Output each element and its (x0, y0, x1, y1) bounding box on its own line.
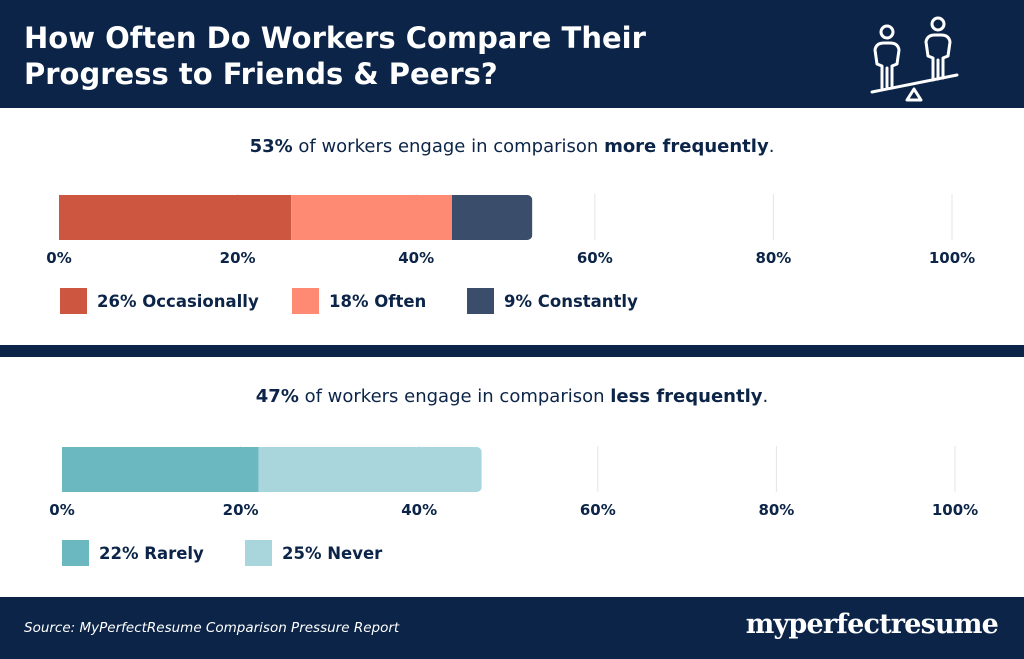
headline-less-frequently: 47% of workers engage in comparison less… (0, 386, 1024, 407)
headline-percent: 53% (249, 136, 293, 157)
legend-label: 25% Never (282, 544, 383, 563)
legend-swatch-occasionally (60, 288, 87, 314)
brand-logo: myperfectresume (745, 609, 999, 640)
headline-more-frequently: 53% of workers engage in comparison more… (0, 136, 1024, 157)
headline-end: . (768, 136, 775, 157)
headline-end: . (762, 386, 769, 407)
headline-emphasis: less frequently (610, 386, 763, 407)
headline-text: of workers engage in comparison (298, 386, 611, 407)
section-divider (0, 345, 1024, 357)
legend-swatch-rarely (62, 540, 89, 566)
source-note: Source: MyPerfectResume Comparison Press… (24, 620, 400, 636)
tick-label: 20% (220, 249, 256, 267)
tick-label: 20% (223, 501, 259, 519)
tick-label: 60% (580, 501, 616, 519)
tick-label: 100% (929, 249, 975, 267)
legend-label: 26% Occasionally (97, 292, 259, 311)
footer: Source: MyPerfectResume Comparison Press… (0, 597, 1024, 659)
legend-label: 9% Constantly (504, 292, 638, 311)
bar-segment-constantly (451, 195, 533, 240)
legend-swatch-constantly (467, 288, 494, 314)
bar-segment-often (291, 195, 452, 240)
bar-segment-occasionally (59, 195, 292, 240)
seesaw-people-icon (870, 16, 959, 102)
chart-more-frequently: 0% 20% 40% 60% 80% 100% 26% Occasionally 18% Of… (46, 194, 975, 314)
chart-less-frequently: 0% 20% 40% 60% 80% 100% 22% Rarely 25% Never (49, 446, 978, 566)
tick-label: 80% (758, 501, 794, 519)
legend-swatch-never (245, 540, 272, 566)
tick-label: 40% (401, 501, 437, 519)
header: How Often Do Workers Compare Their Progr… (0, 0, 1024, 108)
bar-segment-rarely (62, 447, 259, 492)
tick-label: 60% (577, 249, 613, 267)
tick-label: 0% (49, 501, 74, 519)
legend-label: 18% Often (329, 292, 426, 311)
legend-swatch-often (292, 288, 319, 314)
tick-label: 80% (755, 249, 791, 267)
tick-label: 40% (398, 249, 434, 267)
headline-emphasis: more frequently (604, 136, 769, 157)
bar-segment-never (258, 447, 482, 492)
headline-percent: 47% (255, 386, 299, 407)
tick-label: 0% (46, 249, 71, 267)
tick-label: 100% (932, 501, 978, 519)
headline-text: of workers engage in comparison (292, 136, 605, 157)
legend-label: 22% Rarely (99, 544, 204, 563)
page-title: How Often Do Workers Compare Their Progr… (24, 21, 646, 91)
